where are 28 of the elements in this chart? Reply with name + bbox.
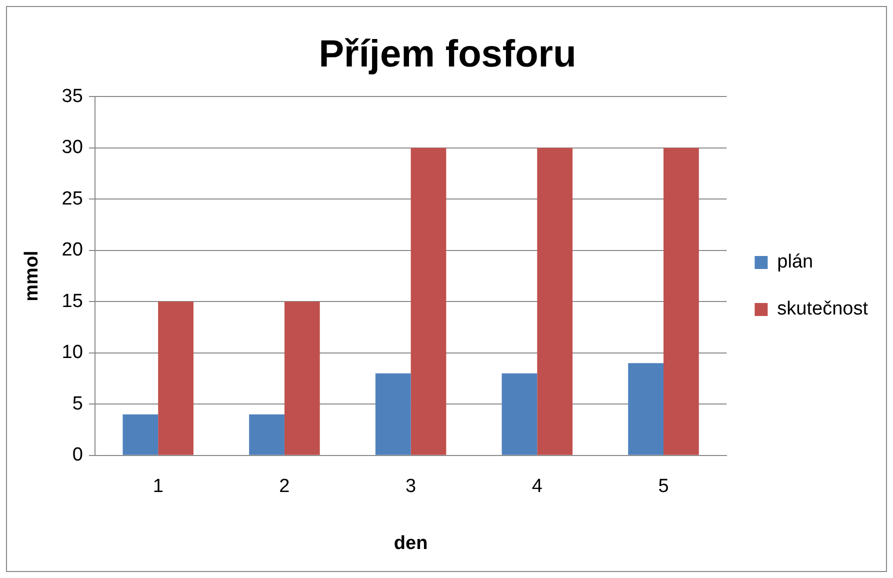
bar	[158, 302, 194, 455]
y-tick-label: 20	[62, 240, 83, 261]
bar	[410, 148, 446, 455]
bar	[375, 373, 411, 455]
bar	[249, 414, 284, 455]
x-tick-label: 5	[658, 476, 669, 498]
x-tick-label: 2	[279, 476, 290, 498]
bar	[628, 363, 664, 455]
y-tick-label: 15	[62, 290, 83, 312]
x-tick-label: 3	[406, 476, 416, 498]
legend-label: skutečnost	[777, 298, 869, 320]
y-tick-label: 5	[72, 393, 83, 414]
bar	[502, 373, 538, 455]
y-tick-label: 10	[62, 342, 83, 364]
legend-label: plán	[777, 252, 814, 273]
bar	[284, 302, 320, 455]
bar	[122, 414, 158, 455]
x-tick-label: 1	[152, 476, 164, 498]
y-axis-title: mmol	[22, 250, 43, 302]
y-tick-label: 35	[62, 86, 83, 107]
x-axis-title: den	[394, 532, 428, 554]
x-tick-label: 4	[532, 476, 543, 498]
y-tick-label: 25	[62, 188, 83, 210]
chart-title: Příjem fosforu	[318, 33, 576, 76]
bar	[664, 148, 699, 455]
y-tick-label: 0	[72, 444, 83, 466]
y-tick-label: 30	[62, 137, 83, 158]
bar	[537, 148, 573, 455]
